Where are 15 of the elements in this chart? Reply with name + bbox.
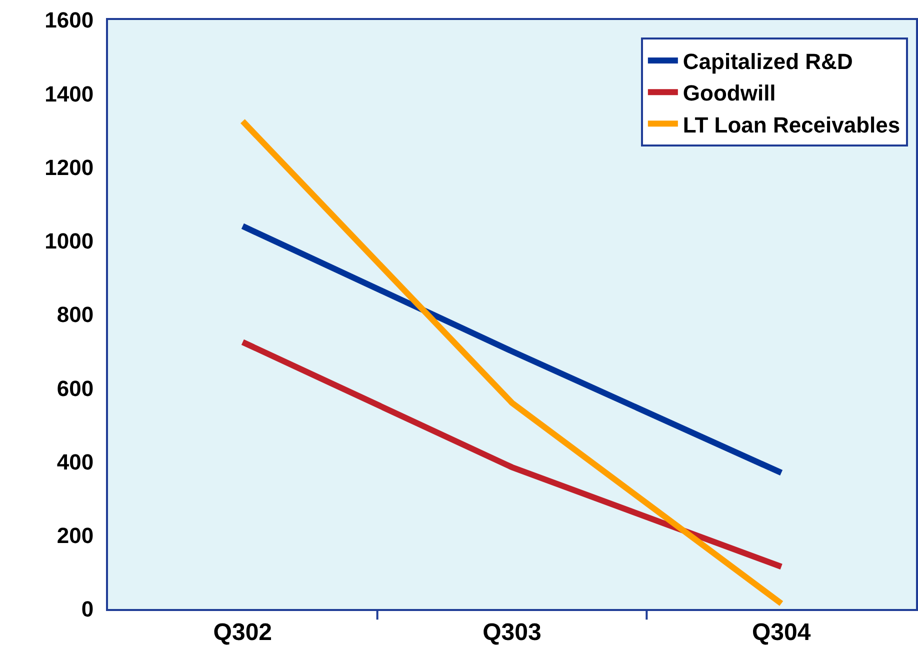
y-tick-label: 400 [56, 449, 94, 474]
y-tick-label: 0 [81, 596, 94, 622]
x-tick-label: Q303 [482, 618, 542, 646]
y-tick-label: 600 [56, 376, 94, 401]
y-tick-label: 1400 [44, 81, 94, 106]
y-tick-label: 1000 [44, 228, 94, 254]
y-tick-label: 1600 [44, 8, 94, 33]
legend-label: Capitalized R&D [682, 49, 853, 74]
y-tick-label: 800 [56, 302, 94, 328]
legend-label: Goodwill [682, 80, 776, 106]
x-tick-label: Q302 [213, 618, 272, 646]
x-tick-label: Q304 [752, 618, 812, 646]
y-tick-label: 1200 [44, 154, 94, 180]
legend-label: LT Loan Receivables [682, 112, 900, 138]
y-tick-label: 200 [56, 523, 94, 548]
